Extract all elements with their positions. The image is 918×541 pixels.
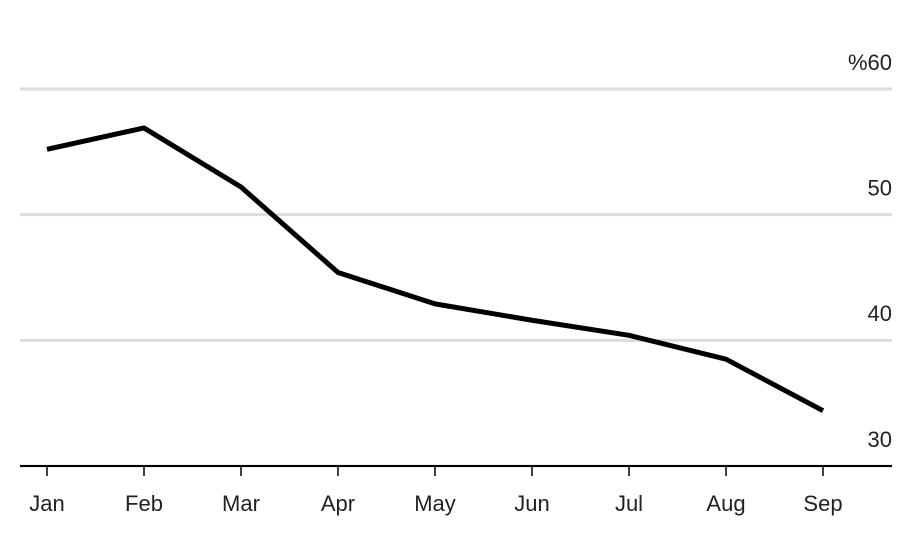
y-tick-label: 40	[868, 301, 892, 326]
line	[46, 125, 825, 413]
x-tick-label: Feb	[125, 491, 163, 516]
x-tick-label: Aug	[706, 491, 745, 516]
x-tick-label: Apr	[321, 491, 355, 516]
y-tick-label: %60	[848, 50, 892, 75]
x-tick-label: Jun	[514, 491, 549, 516]
y-tick-label: 30	[868, 427, 892, 452]
x-tick-label: Jan	[29, 491, 64, 516]
y-tick-label: 50	[868, 175, 892, 200]
x-tick-label: Mar	[222, 491, 260, 516]
x-tick-label: May	[414, 491, 456, 516]
x-tick-label: Jul	[615, 491, 643, 516]
x-tick-label: Sep	[803, 491, 842, 516]
